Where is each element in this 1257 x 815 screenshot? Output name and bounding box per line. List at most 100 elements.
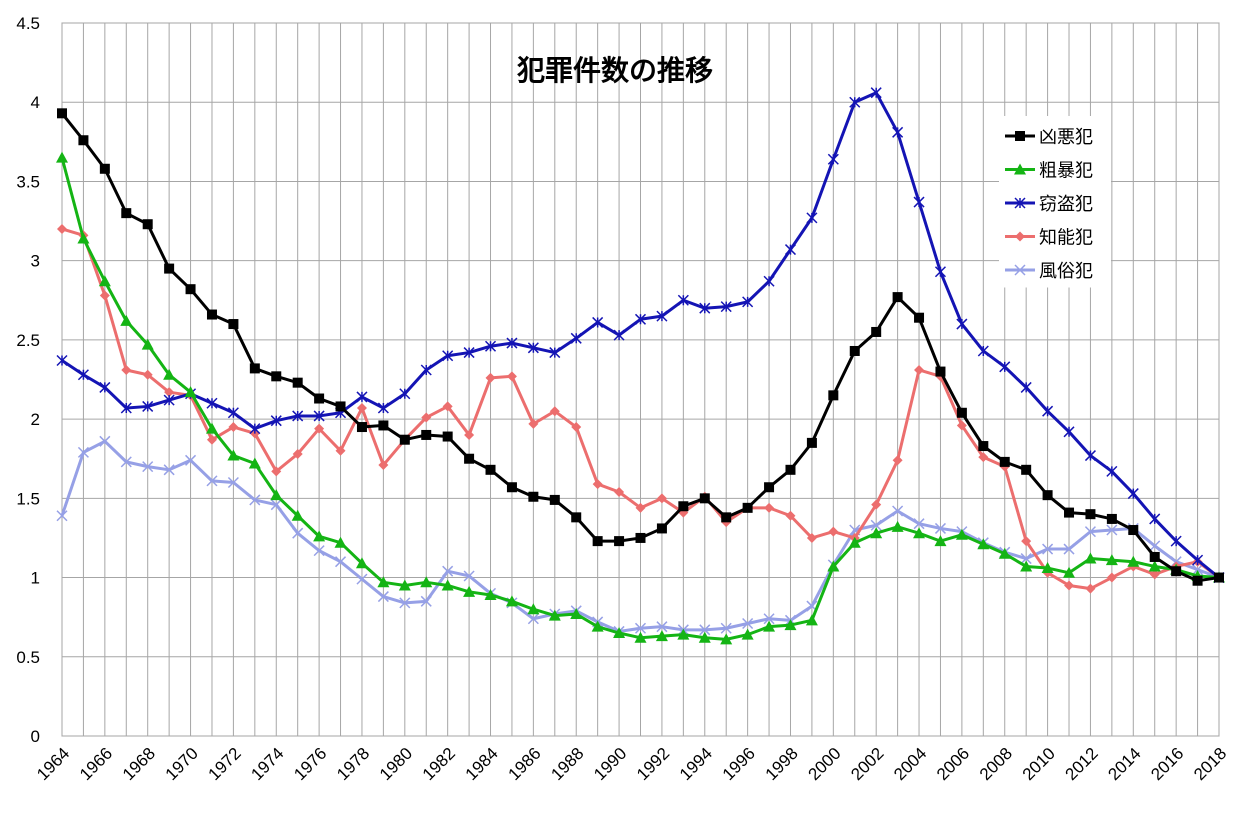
data-point [77,232,90,244]
data-point [421,429,432,440]
data-point [463,570,475,582]
data-point [271,466,282,477]
data-point [1149,569,1160,580]
data-point [377,402,389,414]
data-point [806,532,817,543]
data-point [206,434,217,445]
data-point [377,576,390,588]
data-point [934,535,947,547]
data-point [228,319,239,330]
y-tick-label: 1.5 [16,489,40,508]
data-point [163,368,176,380]
data-point [613,329,625,341]
data-point [635,532,646,543]
y-tick-label: 1 [31,569,40,588]
data-point [592,536,603,547]
data-point [1127,555,1140,567]
data-point [506,482,517,493]
data-point [956,420,967,431]
data-point [956,407,967,418]
data-point [206,475,218,487]
data-point [913,196,925,208]
data-point [805,614,818,626]
data-point [1085,583,1096,594]
data-point [678,501,689,512]
data-point [1149,513,1161,525]
data-point [549,406,560,417]
data-point [1064,580,1075,591]
y-tick-label: 0.5 [16,648,40,667]
data-point [463,585,476,597]
data-point [399,597,411,609]
data-point [764,502,775,513]
data-point [442,350,454,362]
data-point [78,135,89,146]
data-point [1020,381,1032,393]
legend-label: 風俗犯 [1039,261,1093,282]
data-point [356,391,368,403]
data-point [828,526,839,537]
data-point [871,499,882,510]
data-point [205,422,218,434]
data-point [742,296,754,308]
data-point [742,617,754,630]
data-point [420,595,432,607]
data-point [463,347,475,359]
data-point [571,512,582,523]
data-point [355,557,368,569]
data-point [998,547,1011,559]
data-point [142,219,153,230]
data-point [1042,543,1054,555]
data-point [720,622,732,634]
data-point [292,527,304,539]
data-point [185,454,197,466]
series-1 [57,108,1224,586]
y-tick-label: 0 [31,727,40,746]
data-point [528,491,539,502]
data-point [528,418,539,429]
data-point [56,151,68,163]
data-point [892,292,903,303]
legend-label: 凶悪犯 [1039,127,1093,148]
legend-entry: 凶悪犯 [1005,127,1093,148]
data-point [914,312,925,323]
data-point [828,390,839,401]
data-point [978,452,989,463]
data-point [356,573,368,585]
data-point [785,464,796,475]
data-point [142,461,154,473]
legend-marker [1014,264,1026,276]
data-point [1171,566,1182,577]
data-point [677,294,689,306]
data-point [955,528,968,540]
data-point [698,631,711,643]
data-point [164,387,175,398]
data-point [270,499,282,511]
data-point [614,486,625,497]
data-point [634,631,647,643]
data-point [120,456,132,468]
legend-entry: 粗暴犯 [1005,161,1093,182]
series-3 [56,87,1225,584]
data-point [1021,536,1032,547]
data-point [999,361,1011,373]
data-point [292,448,303,459]
data-point [442,401,453,412]
data-point [227,476,239,489]
data-point [120,402,132,414]
data-point [399,434,410,445]
data-point [57,223,67,234]
data-point [527,342,539,354]
data-point [785,510,796,521]
data-point [1020,553,1032,565]
data-point [849,96,861,108]
data-point [485,464,496,475]
data-point [742,502,753,513]
data-point [185,284,196,295]
legend-marker [1015,231,1025,242]
data-point [335,401,346,412]
data-point [913,518,925,530]
data-point [421,412,432,423]
data-point [1084,552,1097,564]
